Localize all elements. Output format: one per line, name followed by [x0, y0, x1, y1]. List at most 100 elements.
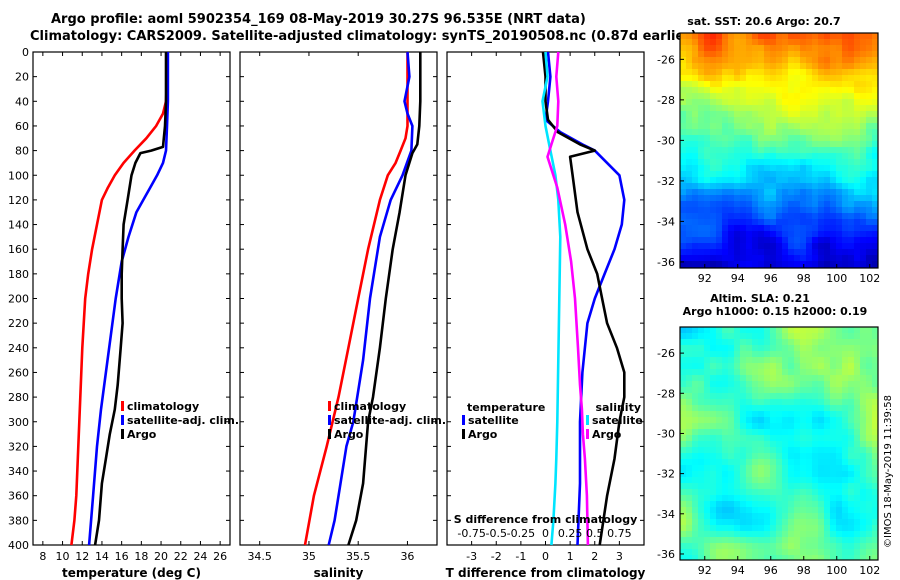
legend-label: Argo: [592, 428, 622, 441]
map-x-tick-label: 98: [797, 272, 811, 285]
y-tick-label: 380: [8, 514, 29, 527]
map-x-tick-label: 100: [826, 272, 847, 285]
series-line-s-satellite: [541, 51, 562, 546]
legend-swatch-t-satellite: [462, 415, 465, 425]
map-y-tick-label: -28: [657, 94, 675, 107]
y-tick-label: 160: [8, 243, 29, 256]
map-frame-4: [679, 326, 879, 561]
map-y-tick-label: -32: [657, 468, 675, 481]
map-x-tick-label: 94: [731, 564, 745, 577]
y-tick-label: 180: [8, 268, 29, 281]
x-tick-label: -2: [491, 550, 502, 563]
x-tick-label: 20: [154, 550, 168, 563]
x-tick-label: 18: [134, 550, 148, 563]
legend-swatch-2: [328, 429, 331, 439]
x2-tick-label: 0.5: [586, 527, 604, 540]
x2-tick-label: -0.25: [507, 527, 535, 540]
legend-swatch-0: [121, 401, 124, 411]
y-tick-label: 200: [8, 293, 29, 306]
series-line-argo: [93, 52, 168, 546]
y-tick-label: 220: [8, 317, 29, 330]
map-x-tick-label: 92: [698, 272, 712, 285]
y-tick-label: 280: [8, 391, 29, 404]
map-y-tick-label: -30: [657, 427, 675, 440]
y-tick-label: 340: [8, 465, 29, 478]
map-frame-3: [679, 32, 879, 269]
y-tick-label: 400: [8, 539, 29, 552]
y-tick-label: 40: [15, 95, 29, 108]
map-x-tick-label: 92: [698, 564, 712, 577]
y-tick-label: 140: [8, 219, 29, 232]
y-tick-label: 60: [15, 120, 29, 133]
y-tick-label: 100: [8, 169, 29, 182]
x2-tick-label: -0.5: [486, 527, 507, 540]
map-x-tick-label: 100: [826, 564, 847, 577]
x-tick-label: 2: [591, 550, 598, 563]
panel-frame-0: [32, 51, 231, 546]
map-x-tick-label: 96: [764, 272, 778, 285]
map-y-tick-label: -26: [657, 53, 675, 66]
panel-frame-1: [239, 51, 438, 546]
x-axis-label-1: salinity: [314, 566, 364, 580]
legend-title-temperature: temperature: [467, 401, 545, 414]
legend-label: satellite-adj. clim.: [334, 414, 446, 427]
map-x-tick-label: 96: [764, 564, 778, 577]
x2-tick-label: -0.75: [457, 527, 485, 540]
x-tick-label: 26: [213, 550, 227, 563]
map-x-tick-label: 102: [859, 272, 880, 285]
legend-label: satellite: [468, 414, 519, 427]
x-tick-label: 35.5: [346, 550, 371, 563]
sla-map-title: Altim. SLA: 0.21: [710, 292, 810, 305]
x-tick-label: 0: [542, 550, 549, 563]
x-tick-label: 14: [95, 550, 109, 563]
y-tick-label: 120: [8, 194, 29, 207]
x2-tick-label: 0.75: [607, 527, 632, 540]
y-tick-label: 20: [15, 71, 29, 84]
series-line-s-argo: [546, 51, 590, 546]
legend-swatch-0: [328, 401, 331, 411]
series-line-climatology: [70, 52, 169, 546]
x2-axis-label: S difference from climatology: [454, 513, 638, 526]
legend-label: climatology: [334, 400, 406, 413]
map-y-tick-label: -30: [657, 134, 675, 147]
legend-label: satellite: [592, 414, 643, 427]
x-tick-label: 36: [400, 550, 414, 563]
legend-swatch-s-argo: [586, 429, 589, 439]
legend-label: Argo: [334, 428, 364, 441]
legend-label: satellite-adj. clim.: [127, 414, 239, 427]
series-line-satellite-adj-clim-: [327, 51, 414, 546]
sst-heatmap-cells: [680, 33, 878, 268]
legend-title-salinity: salinity: [595, 401, 641, 414]
y-tick-label: 80: [15, 145, 29, 158]
x-tick-label: 35: [302, 550, 316, 563]
map-y-tick-label: -26: [657, 347, 675, 360]
x-tick-label: 1: [567, 550, 574, 563]
x-tick-label: -1: [515, 550, 526, 563]
map-y-tick-label: -36: [657, 256, 675, 269]
x-tick-label: 24: [193, 550, 207, 563]
sla-map-subtitle: Argo h1000: 0.15 h2000: 0.19: [683, 305, 868, 318]
map-y-tick-label: -36: [657, 548, 675, 561]
y-tick-label: 0: [22, 46, 29, 59]
legend-swatch-1: [121, 415, 124, 425]
x-tick-label: 8: [39, 550, 46, 563]
x-axis-label-2: T difference from climatology: [446, 566, 646, 580]
y-tick-label: 320: [8, 440, 29, 453]
series-line-satellite-adj-clim-: [87, 52, 170, 546]
legend-label: climatology: [127, 400, 199, 413]
x-tick-label: 34.5: [247, 550, 272, 563]
map-y-tick-label: -32: [657, 175, 675, 188]
x2-tick-label: 0.25: [558, 527, 583, 540]
map-x-tick-label: 98: [797, 564, 811, 577]
legend-swatch-s-satellite: [586, 415, 589, 425]
map-x-tick-label: 102: [859, 564, 880, 577]
x-axis-label-0: temperature (deg C): [62, 566, 201, 580]
x-tick-label: 16: [115, 550, 129, 563]
series-line-t-argo: [541, 51, 626, 546]
x-tick-label: 3: [616, 550, 623, 563]
y-tick-label: 300: [8, 416, 29, 429]
legend-swatch-1: [328, 415, 331, 425]
y-tick-label: 360: [8, 490, 29, 503]
map-y-tick-label: -28: [657, 387, 675, 400]
